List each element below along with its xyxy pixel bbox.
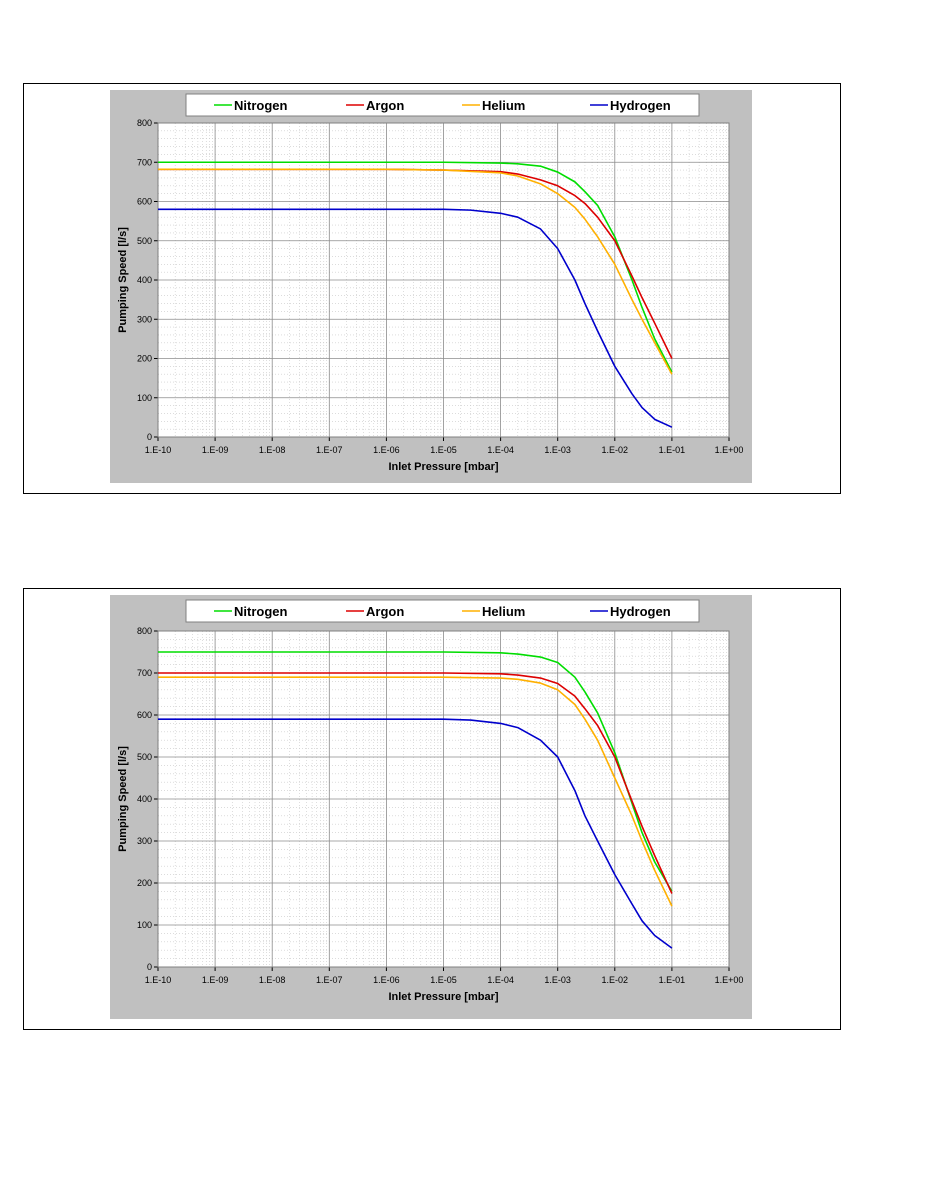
y-tick-label: 700 [137,157,152,167]
plot-border [157,122,730,438]
x-tick-label: 1.E-05 [430,445,457,455]
x-tick-label: 1.E-04 [487,445,514,455]
x-tick-label: 1.E-07 [316,975,343,985]
x-tick-label: 1.E-09 [202,445,229,455]
legend-box [185,599,700,623]
y-tick-label: 300 [137,314,152,324]
series-line-hydrogen [158,208,673,428]
series-line-nitrogen [158,161,673,373]
x-tick-label: 1.E+00 [715,975,744,985]
legend: Nitrogen Argon Helium Hydrogen [185,599,700,623]
y-tick-label: 100 [137,393,152,403]
y-tick-label: 400 [137,275,152,285]
x-tick-label: 1.E-01 [659,445,686,455]
plot-border [157,630,730,968]
y-axis-title: Pumping Speed [l/s] [117,746,129,852]
x-tick-label: 1.E-06 [373,975,400,985]
y-tick-label: 500 [137,752,152,762]
series-line-hydrogen [158,718,673,949]
y-tick-label: 400 [137,794,152,804]
x-tick-label: 1.E-10 [145,445,172,455]
y-tick-label: 800 [137,626,152,636]
y-tick-label: 0 [147,962,152,972]
series-line-helium [158,168,673,375]
y-tick-label: 300 [137,836,152,846]
y-tick-label: 100 [137,920,152,930]
x-tick-label: 1.E-10 [145,975,172,985]
x-tick-label: 1.E-01 [659,975,686,985]
y-tick-label: 600 [137,197,152,207]
x-axis-title: Inlet Pressure [mbar] [388,461,498,473]
y-tick-label: 0 [147,432,152,442]
x-axis-title: Inlet Pressure [mbar] [388,991,498,1003]
legend-label-nitrogen: Nitrogen [234,604,288,619]
pumping-speed-chart-1: 1.E-10 1.E-09 1.E-08 1.E-07 1.E-06 1.E-05 1.E-… [110,90,752,483]
x-tick-label: 1.E+00 [715,445,744,455]
legend-label-argon: Argon [366,98,404,113]
y-tick-label: 200 [137,354,152,364]
pumping-speed-chart-2: 1.E-10 1.E-09 1.E-08 1.E-07 1.E-06 1.E-05 1.E-… [110,595,752,1019]
series-line-argon [158,672,673,894]
legend: Nitrogen Argon Helium Hydrogen [185,93,700,117]
legend-label-hydrogen: Hydrogen [610,98,671,113]
x-tick-label: 1.E-08 [259,445,286,455]
legend-label-argon: Argon [366,604,404,619]
y-tick-label: 200 [137,878,152,888]
legend-box [185,93,700,117]
x-tick-label: 1.E-08 [259,975,286,985]
legend-label-nitrogen: Nitrogen [234,98,288,113]
x-tick-label: 1.E-06 [373,445,400,455]
y-tick-label: 500 [137,236,152,246]
x-tick-label: 1.E-05 [430,975,457,985]
y-tick-label: 600 [137,710,152,720]
x-tick-label: 1.E-04 [487,975,514,985]
y-tick-label: 800 [137,118,152,128]
y-axis-title: Pumping Speed [l/s] [117,227,129,333]
legend-label-helium: Helium [482,604,525,619]
x-tick-label: 1.E-09 [202,975,229,985]
legend-label-hydrogen: Hydrogen [610,604,671,619]
x-tick-label: 1.E-03 [544,445,571,455]
series-line-nitrogen [158,651,673,892]
legend-label-helium: Helium [482,98,525,113]
x-tick-label: 1.E-07 [316,445,343,455]
x-tick-label: 1.E-02 [602,975,629,985]
x-tick-label: 1.E-03 [544,975,571,985]
y-tick-label: 700 [137,668,152,678]
series-line-helium [158,676,673,907]
x-tick-label: 1.E-02 [602,445,629,455]
